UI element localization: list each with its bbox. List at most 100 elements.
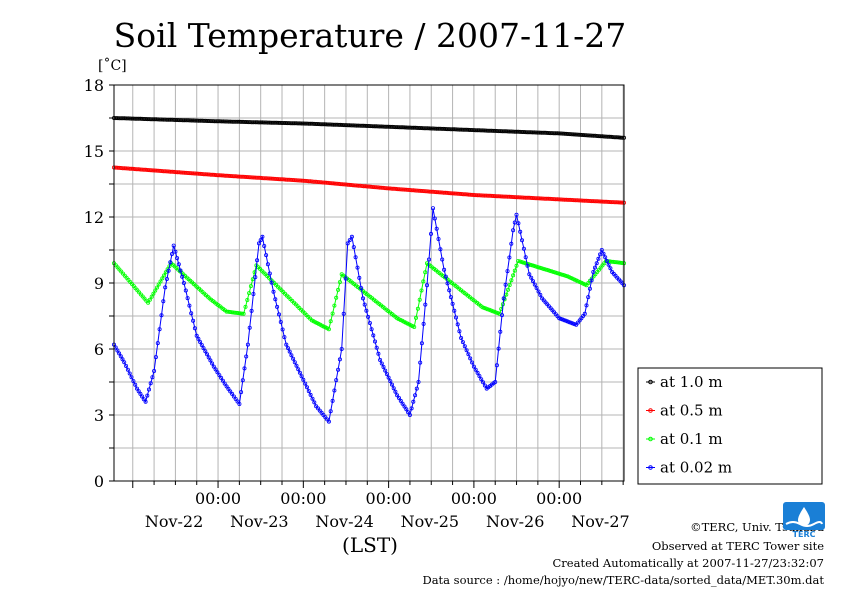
y-tick-label: 18 [84,76,104,95]
data-point [271,176,276,181]
data-point [160,276,165,281]
data-point [566,197,571,202]
data-point [328,319,333,324]
data-point [560,197,565,202]
data-point [215,119,220,124]
data-point [145,393,150,398]
data-point [569,197,574,202]
data-point [366,314,371,319]
data-point [340,182,345,187]
data-point [347,182,352,187]
legend-box [637,367,823,485]
data-point [294,363,299,368]
data-point [409,188,414,193]
data-point [199,342,204,347]
data-point [275,304,280,309]
data-point [464,348,469,353]
data-point [601,251,606,256]
data-point [265,262,270,267]
data-point [398,398,403,403]
data-point [595,133,600,138]
data-point [586,295,591,300]
data-point [136,389,141,394]
data-point [518,229,523,234]
data-point [319,180,324,185]
data-point [256,241,261,246]
data-point [355,265,360,270]
data-point [143,399,148,404]
data-point [530,130,535,135]
data-point [568,132,573,137]
data-point [400,187,405,192]
data-point [525,130,530,135]
data-point [124,363,129,368]
data-point [582,311,587,316]
data-point [406,410,411,415]
data-point [262,243,267,248]
data-point [596,134,601,139]
data-point [148,381,153,386]
data-point [141,397,146,402]
data-point [430,189,435,194]
data-point [347,123,352,128]
data-point [262,176,267,181]
data-point [516,129,521,134]
data-point [219,375,224,380]
data-point [491,193,496,198]
data-point [589,133,594,138]
data-point [411,399,416,404]
data-point [222,381,227,386]
data-point [509,278,514,283]
data-point [413,393,418,398]
data-point [409,125,414,130]
data-point [614,135,619,140]
data-point [591,199,596,204]
y-tick-label: 12 [84,208,104,227]
data-point [613,260,618,265]
data-point [618,135,623,140]
data-point [555,271,560,276]
data-point [272,120,277,125]
data-point [494,363,499,368]
x-tick-time-label: 00:00 [536,489,582,508]
data-point [518,259,523,264]
data-point [166,268,171,273]
data-point [219,119,224,124]
data-point [310,121,315,126]
data-point [416,126,421,131]
data-point [494,128,499,133]
data-point [564,197,569,202]
data-point [571,132,576,137]
data-point [310,179,315,184]
data-point [584,198,589,203]
data-point [386,375,391,380]
data-point [155,341,160,346]
data-point [462,344,467,349]
data-point [287,177,292,182]
data-point [308,121,313,126]
data-point [413,315,418,320]
data-point [122,360,127,365]
data-point [593,199,598,204]
data-point [598,134,603,139]
data-point [414,188,419,193]
data-point [317,180,322,185]
data-point [297,370,302,375]
data-point [593,265,598,270]
data-point [559,197,564,202]
data-point [582,198,587,203]
data-point [477,128,482,133]
legend-marker [648,465,653,470]
data-point [604,134,609,139]
data-point [226,173,231,178]
data-point [294,121,299,126]
data-point [507,129,512,134]
data-point [553,270,558,275]
data-point [512,220,517,225]
data-point [149,294,154,299]
data-point [538,292,543,297]
data-point [127,371,132,376]
data-point [148,117,153,122]
data-point [511,273,516,278]
data-point [468,356,473,361]
